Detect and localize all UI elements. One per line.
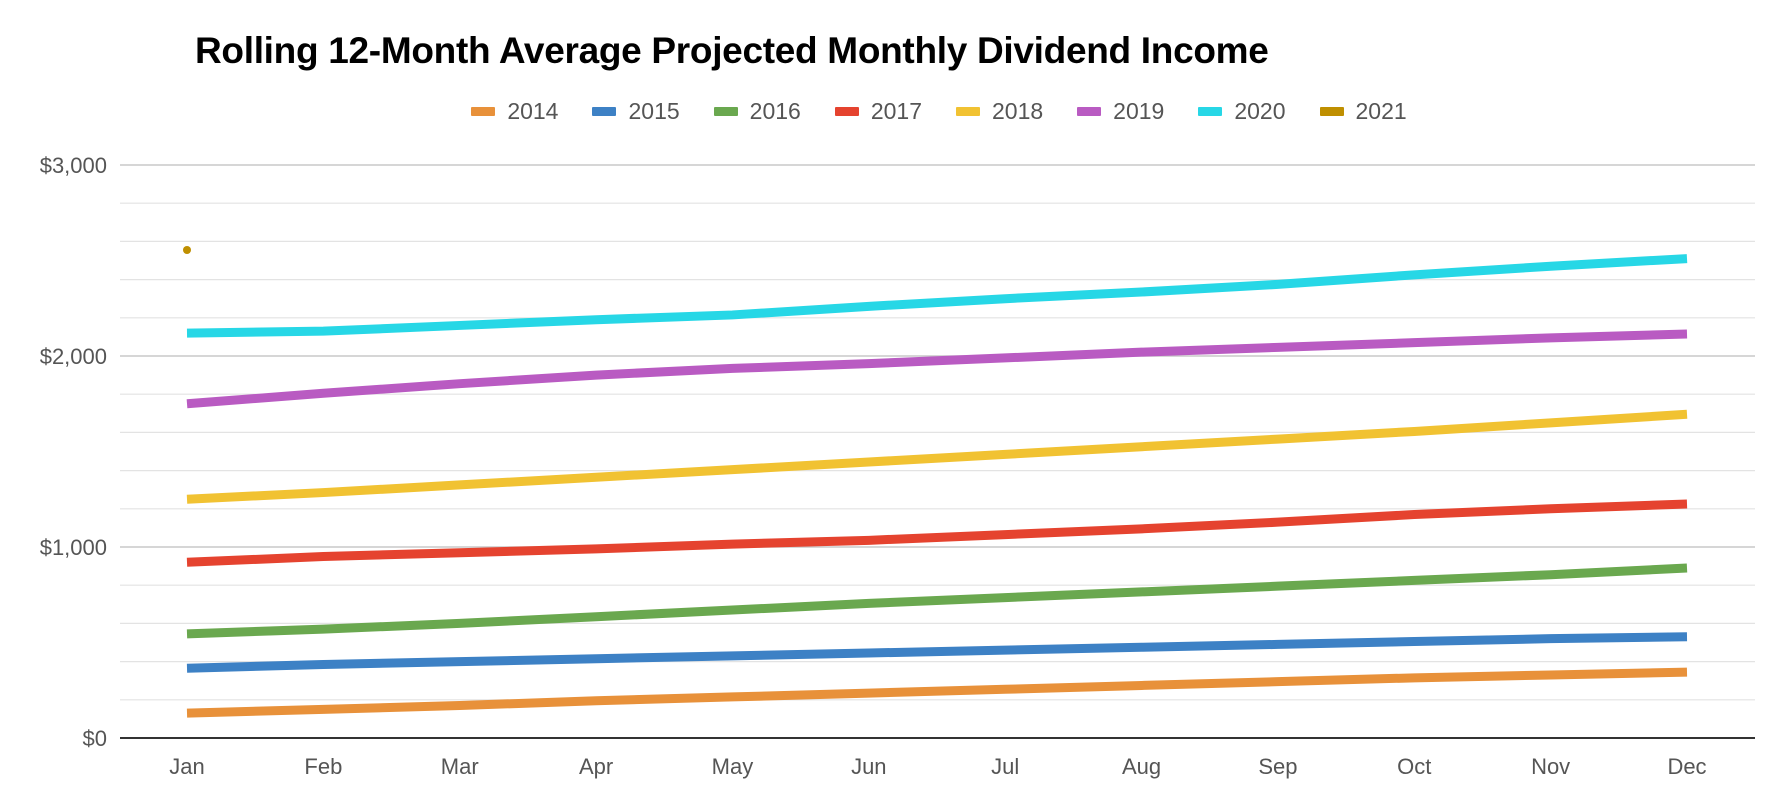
chart-legend: 2014 2015 2016 2017 2018 2019 2020 2021: [0, 98, 1778, 125]
legend-item-2018: 2018: [956, 98, 1043, 125]
legend-item-2019: 2019: [1077, 98, 1164, 125]
legend-swatch: [1319, 107, 1344, 116]
legend-swatch: [834, 107, 859, 116]
y-tick-label: $0: [83, 726, 107, 751]
series-line-2017: [186, 499, 1688, 567]
legend-item-2015: 2015: [592, 98, 680, 125]
legend-label: 2017: [870, 98, 922, 124]
x-tick-label: Nov: [1531, 754, 1570, 779]
legend-label: 2015: [628, 98, 680, 124]
series-point-2021: [183, 245, 191, 254]
legend-label: 2021: [1355, 98, 1407, 124]
x-tick-label: Jan: [169, 754, 204, 779]
series-line-2019: [186, 329, 1688, 409]
series-line-2015: [186, 632, 1688, 673]
x-tick-label: Jun: [851, 754, 886, 779]
series-line-2016: [186, 563, 1688, 639]
x-tick-label: Oct: [1397, 754, 1431, 779]
legend-swatch: [713, 107, 738, 116]
legend-swatch: [592, 107, 617, 116]
legend-item-2016: 2016: [713, 98, 801, 125]
chart-title: Rolling 12-Month Average Projected Month…: [195, 30, 1269, 71]
x-tick-label: Mar: [441, 754, 479, 779]
x-tick-label: Sep: [1258, 754, 1297, 779]
y-tick-label: $2,000: [40, 344, 107, 369]
legend-label: 2016: [749, 98, 801, 124]
x-tick-label: May: [712, 754, 754, 779]
y-tick-label: $1,000: [40, 535, 107, 560]
legend-item-2017: 2017: [834, 98, 922, 125]
legend-label: 2020: [1234, 98, 1286, 124]
x-tick-label: Feb: [304, 754, 342, 779]
legend-item-2021: 2021: [1319, 98, 1407, 125]
x-tick-label: Jul: [991, 754, 1019, 779]
legend-label: 2018: [992, 98, 1044, 124]
legend-swatch: [471, 107, 496, 116]
legend-label: 2014: [507, 98, 559, 124]
legend-swatch: [956, 107, 980, 116]
legend-swatch: [1198, 107, 1223, 116]
legend-label: 2019: [1113, 98, 1165, 124]
series-line-2014: [186, 667, 1688, 718]
series-line-2018: [186, 409, 1688, 504]
legend-item-2020: 2020: [1198, 98, 1286, 125]
legend-swatch: [1077, 107, 1102, 116]
x-tick-label: Dec: [1667, 754, 1706, 779]
series-line-2020: [186, 254, 1688, 338]
x-tick-label: Apr: [579, 754, 613, 779]
y-tick-label: $3,000: [40, 153, 107, 178]
legend-item-2014: 2014: [471, 98, 558, 125]
x-tick-label: Aug: [1122, 754, 1161, 779]
